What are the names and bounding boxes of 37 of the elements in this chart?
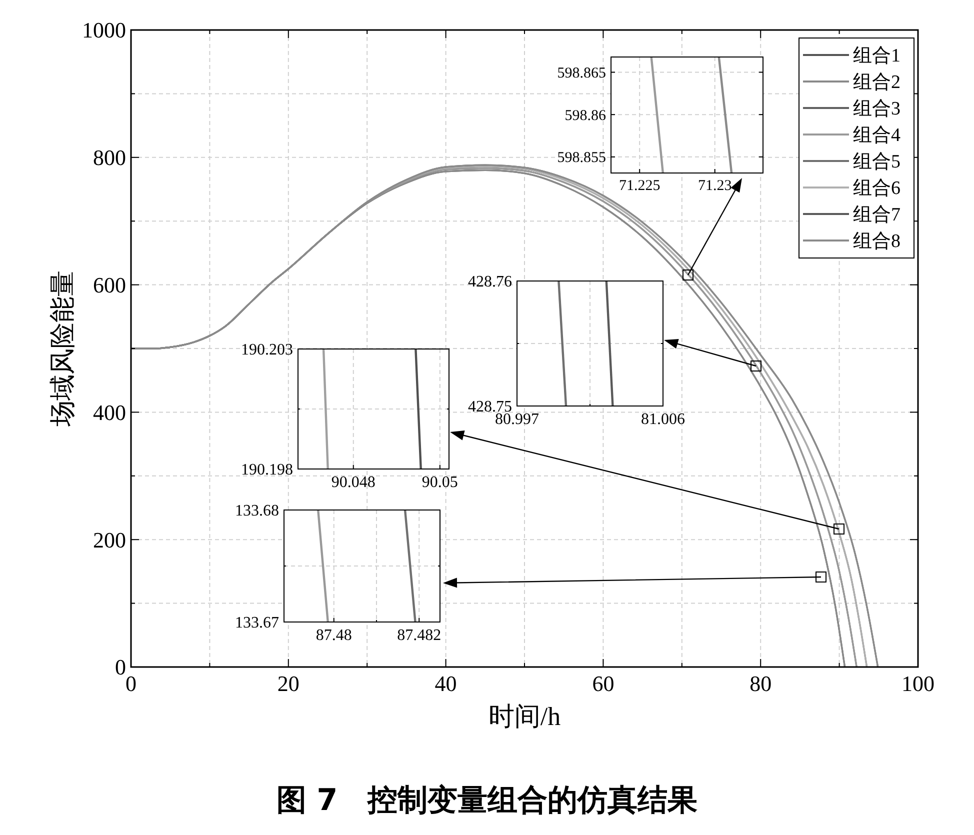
legend-label: 组合8: [853, 231, 900, 252]
x-tick-label: 90.048: [331, 474, 376, 491]
y-tick-label: 200: [93, 527, 126, 552]
y-tick-label: 800: [93, 145, 126, 170]
x-tick-label: 71.23: [698, 178, 732, 194]
x-tick-label: 87.482: [397, 627, 442, 644]
y-tick-label: 598.855: [557, 150, 606, 166]
x-tick-label: 87.48: [316, 627, 352, 644]
legend-label: 组合4: [853, 125, 901, 146]
text: 图 7 控制变量组合的仿真结果: [276, 783, 698, 818]
legend-label: 组合5: [853, 152, 900, 173]
x-tick-label: 40: [434, 671, 457, 696]
y-tick-label: 0: [115, 654, 126, 680]
legend-label: 组合3: [853, 98, 900, 120]
y-tick-label: 598.86: [564, 108, 606, 124]
x-tick-label: 81.006: [641, 411, 685, 428]
y-tick-label: 600: [93, 272, 126, 298]
y-tick-label: 133.67: [235, 614, 279, 632]
y-tick-label: 400: [93, 400, 126, 425]
x-tick-label: 71.225: [618, 178, 660, 194]
x-tick-label: 60: [592, 671, 614, 696]
x-tick-label: 100: [902, 671, 934, 696]
legend-label: 组合1: [853, 46, 900, 67]
y-tick-label: 598.865: [557, 65, 606, 82]
x-tick-label: 20: [277, 671, 300, 696]
legend-label: 组合2: [853, 72, 900, 94]
x-axis-title: 时间/h: [488, 702, 561, 731]
y-axis-title: 场域风险能量: [48, 270, 77, 428]
legend-label: 组合7: [853, 204, 900, 226]
legend-label: 组合6: [853, 178, 900, 200]
y-tick-label: 133.68: [235, 502, 279, 520]
x-tick-label: 90.05: [422, 474, 458, 491]
y-tick-label: 190.203: [241, 342, 293, 359]
y-tick-label: 190.198: [241, 462, 293, 479]
y-tick-label: 1000: [82, 18, 126, 43]
y-tick-label: 428.76: [468, 274, 512, 291]
x-tick-label: 80: [750, 671, 772, 696]
